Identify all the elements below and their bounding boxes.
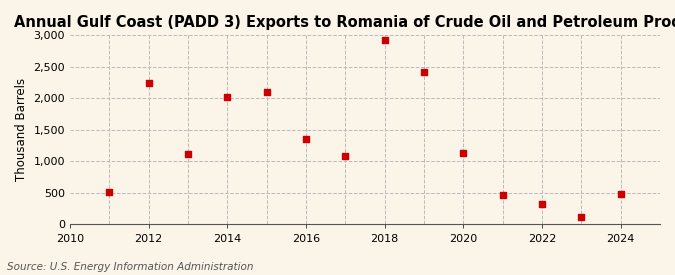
Point: [458, 150, 468, 155]
Point: [340, 153, 351, 158]
Point: [497, 192, 508, 197]
Point: [379, 38, 390, 43]
Y-axis label: Thousand Barrels: Thousand Barrels: [15, 78, 28, 182]
Point: [143, 80, 154, 85]
Point: [537, 202, 547, 206]
Title: Annual Gulf Coast (PADD 3) Exports to Romania of Crude Oil and Petroleum Product: Annual Gulf Coast (PADD 3) Exports to Ro…: [14, 15, 675, 30]
Text: Source: U.S. Energy Information Administration: Source: U.S. Energy Information Administ…: [7, 262, 253, 272]
Point: [616, 191, 626, 196]
Point: [300, 137, 311, 142]
Point: [418, 70, 429, 74]
Point: [183, 152, 194, 157]
Point: [222, 95, 233, 99]
Point: [576, 215, 587, 219]
Point: [261, 90, 272, 94]
Point: [104, 190, 115, 194]
